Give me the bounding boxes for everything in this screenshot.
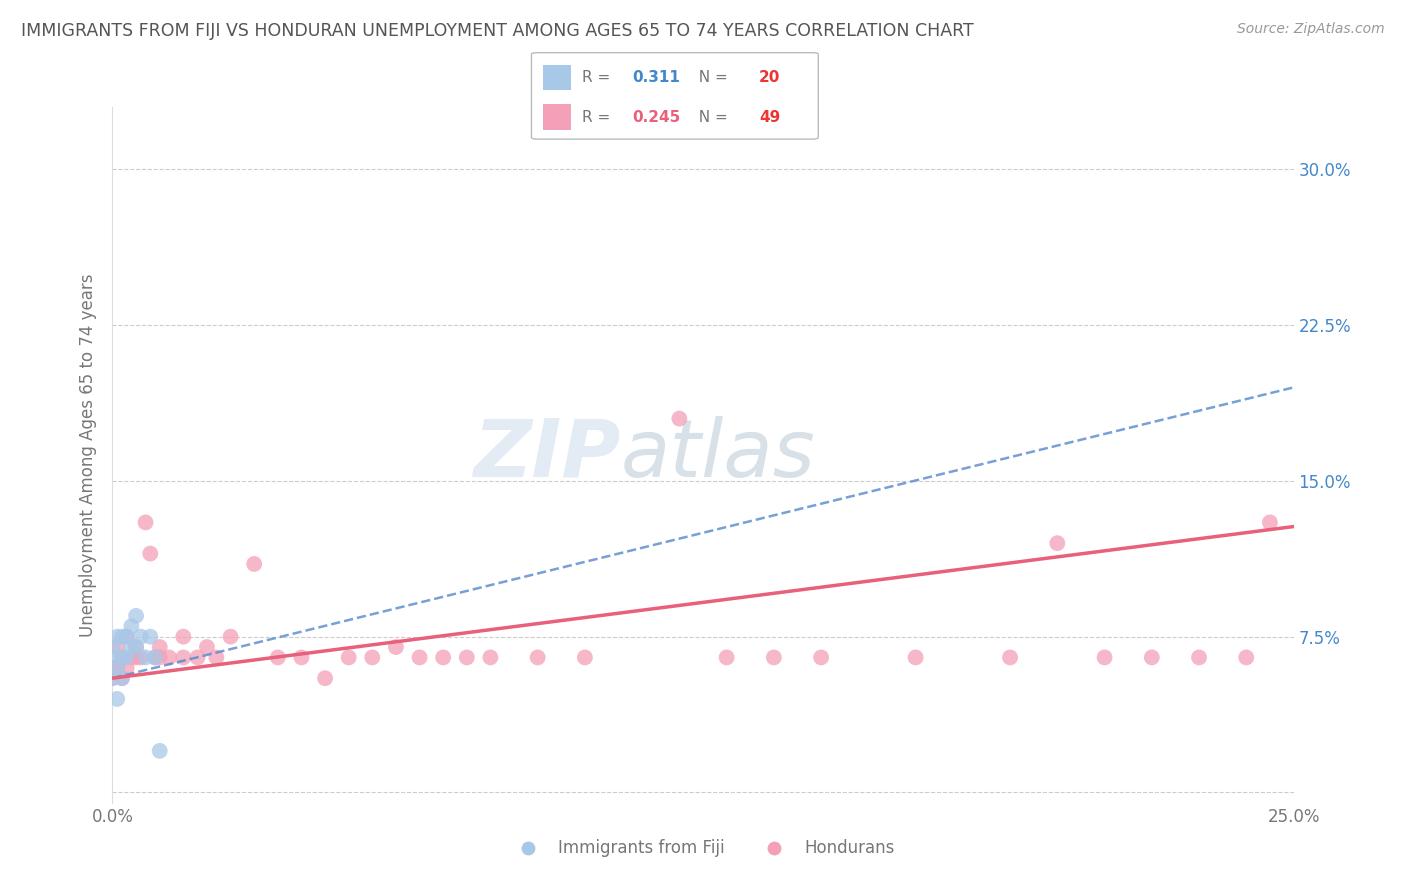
Point	[111, 650, 134, 665]
Point	[810, 650, 832, 665]
Point	[111, 630, 134, 644]
Point	[762, 650, 785, 665]
Point	[139, 547, 162, 561]
Point	[432, 650, 454, 665]
Point	[129, 650, 152, 665]
Legend: Immigrants from Fiji, Hondurans: Immigrants from Fiji, Hondurans	[505, 833, 901, 864]
Point	[998, 650, 1021, 665]
Text: N =: N =	[689, 110, 733, 125]
Point	[101, 671, 124, 685]
Point	[1094, 650, 1116, 665]
Point	[125, 640, 148, 654]
Point	[105, 630, 128, 644]
Point	[125, 650, 148, 665]
Point	[1258, 516, 1281, 530]
Text: 20: 20	[759, 70, 780, 85]
Point	[157, 650, 180, 665]
Point	[479, 650, 502, 665]
Point	[143, 650, 166, 665]
Point	[456, 650, 478, 665]
Point	[172, 630, 194, 644]
Text: R =: R =	[582, 70, 616, 85]
FancyBboxPatch shape	[531, 53, 818, 139]
Text: 0.311: 0.311	[633, 70, 681, 85]
Point	[186, 650, 208, 665]
Bar	[543, 64, 571, 90]
Point	[385, 640, 408, 654]
Point	[115, 661, 138, 675]
Point	[135, 650, 157, 665]
Point	[219, 630, 242, 644]
Y-axis label: Unemployment Among Ages 65 to 74 years: Unemployment Among Ages 65 to 74 years	[79, 273, 97, 637]
Point	[125, 640, 148, 654]
Point	[172, 650, 194, 665]
Point	[111, 671, 134, 685]
Text: 49: 49	[759, 110, 780, 125]
Point	[267, 650, 290, 665]
Point	[314, 671, 336, 685]
Point	[149, 650, 172, 665]
Point	[105, 661, 128, 675]
Point	[1188, 650, 1211, 665]
Point	[1046, 536, 1069, 550]
Point	[105, 640, 128, 654]
Point	[129, 630, 152, 644]
Point	[149, 640, 172, 654]
Point	[195, 640, 218, 654]
Point	[115, 630, 138, 644]
Point	[101, 671, 124, 685]
Point	[1140, 650, 1163, 665]
Text: 0.245: 0.245	[633, 110, 681, 125]
Point	[143, 650, 166, 665]
Point	[115, 630, 138, 644]
Point	[135, 516, 157, 530]
Point	[526, 650, 548, 665]
Point	[149, 744, 172, 758]
Point	[1234, 650, 1257, 665]
Point	[105, 661, 128, 675]
Point	[243, 557, 266, 571]
Point	[101, 650, 124, 665]
Text: N =: N =	[689, 70, 733, 85]
Point	[125, 608, 148, 623]
Point	[337, 650, 360, 665]
Point	[716, 650, 738, 665]
Point	[120, 650, 142, 665]
Point	[904, 650, 927, 665]
Text: atlas: atlas	[620, 416, 815, 494]
Text: IMMIGRANTS FROM FIJI VS HONDURAN UNEMPLOYMENT AMONG AGES 65 TO 74 YEARS CORRELAT: IMMIGRANTS FROM FIJI VS HONDURAN UNEMPLO…	[21, 22, 974, 40]
Point	[205, 650, 228, 665]
Text: ZIP: ZIP	[472, 416, 620, 494]
Text: R =: R =	[582, 110, 616, 125]
Point	[111, 650, 134, 665]
Bar	[543, 104, 571, 130]
Text: Source: ZipAtlas.com: Source: ZipAtlas.com	[1237, 22, 1385, 37]
Point	[111, 671, 134, 685]
Point	[101, 661, 124, 675]
Point	[120, 619, 142, 633]
Point	[105, 692, 128, 706]
Point	[408, 650, 430, 665]
Point	[120, 640, 142, 654]
Point	[101, 640, 124, 654]
Point	[290, 650, 312, 665]
Point	[115, 650, 138, 665]
Point	[574, 650, 596, 665]
Point	[139, 630, 162, 644]
Point	[361, 650, 384, 665]
Point	[668, 411, 690, 425]
